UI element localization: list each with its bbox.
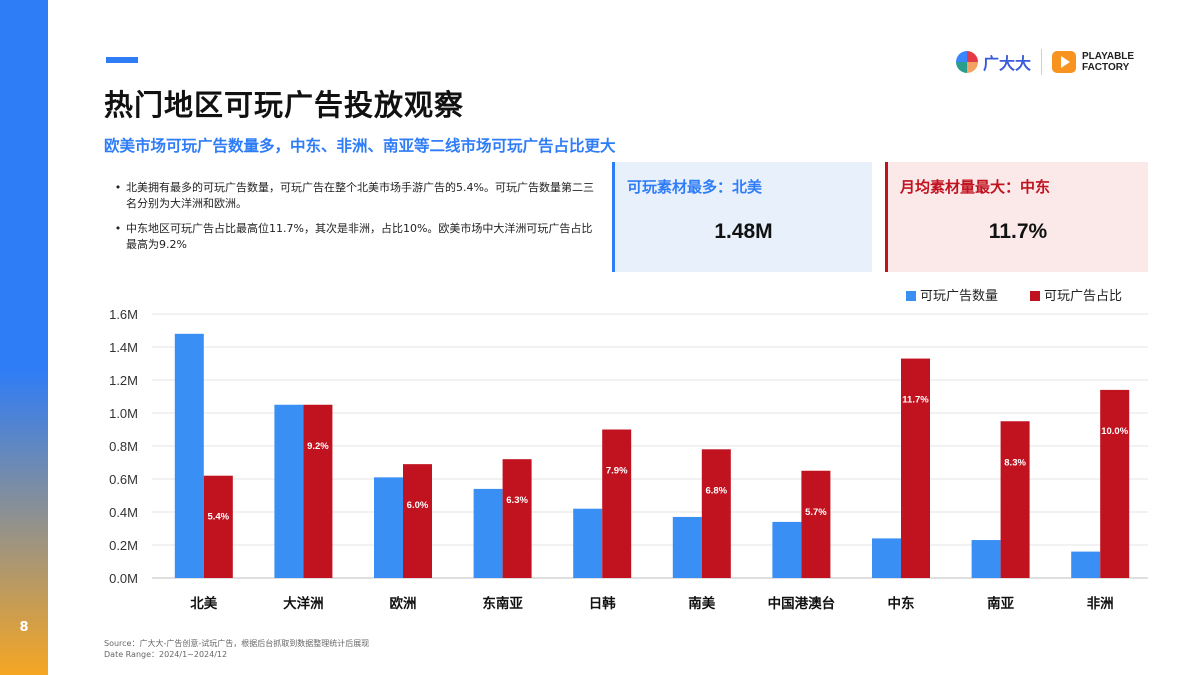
x-category-label: 中国港澳台	[768, 595, 836, 612]
guangdada-logo-icon	[956, 51, 978, 73]
title-accent-dash	[106, 57, 138, 63]
bar-count	[573, 508, 603, 578]
y-tick-label: 0.2M	[109, 538, 138, 553]
stat-card-value: 1.48M	[714, 220, 773, 243]
playable-factory-logo-icon	[1052, 51, 1077, 73]
x-category-label: 中东	[888, 595, 916, 612]
legend-swatch	[906, 291, 916, 301]
side-accent-bar	[0, 0, 48, 675]
x-category-label: 非洲	[1087, 595, 1114, 612]
bar-data-label: 6.8%	[705, 485, 727, 496]
x-category-label: 南美	[688, 595, 715, 612]
logo-divider	[1041, 49, 1043, 75]
x-category-label: 东南亚	[482, 595, 523, 612]
bar-count	[872, 538, 901, 578]
bar-count	[1071, 551, 1101, 578]
bar-data-label: 6.0%	[407, 500, 429, 511]
bar-count	[174, 333, 204, 578]
page-subtitle: 欧美市场可玩广告数量多，中东、非洲、南亚等二线市场可玩广告占比更大	[104, 137, 616, 155]
bar-count	[473, 488, 503, 578]
page-title: 热门地区可玩广告投放观察	[104, 88, 465, 122]
x-category-label: 大洋洲	[283, 595, 324, 612]
y-tick-label: 0.4M	[109, 505, 138, 520]
stat-card-most-creatives: 可玩素材最多：北美 1.48M	[612, 162, 872, 272]
bar-share	[502, 459, 532, 578]
bullet-text: 北美拥有最多的可玩广告数量，可玩广告在整个北美市场手游广告的5.4%。可玩广告数…	[126, 181, 594, 210]
bar-share	[602, 429, 632, 578]
legend-label: 可玩广告占比	[1044, 289, 1122, 304]
y-tick-label: 0.0M	[109, 571, 138, 586]
bar-count	[672, 516, 702, 578]
bar-data-label: 9.2%	[307, 441, 329, 452]
bar-count	[274, 404, 304, 578]
x-category-label: 欧洲	[390, 595, 417, 612]
x-category-label: 日韩	[589, 595, 616, 612]
bar-share	[901, 358, 930, 578]
guangdada-logo-text: 广大大	[983, 54, 1032, 73]
legend-label: 可玩广告数量	[920, 289, 998, 304]
x-category-label: 北美	[190, 595, 217, 612]
legend-swatch	[1030, 291, 1040, 301]
bar-count	[772, 521, 802, 578]
stat-card-highest-share: 月均素材量最大：中东 11.7%	[885, 162, 1148, 272]
stat-card-label: 可玩素材最多：北美	[627, 178, 763, 196]
bar-data-label: 7.9%	[606, 466, 628, 477]
y-tick-label: 1.4M	[109, 340, 138, 355]
bar-data-label: 5.7%	[805, 507, 827, 518]
footnote-date-range: Date Range：2024/1~2024/12	[104, 650, 228, 659]
bullet-item: • 中东地区可玩广告占比最高位11.7%，其次是非洲，占比10%。欧美市场中大洋…	[110, 221, 600, 253]
bar-share	[303, 404, 333, 578]
insight-bullets: • 北美拥有最多的可玩广告数量，可玩广告在整个北美市场手游广告的5.4%。可玩广…	[110, 180, 600, 262]
bar-data-label: 8.3%	[1004, 457, 1026, 468]
bullet-text: 中东地区可玩广告占比最高位11.7%，其次是非洲，占比10%。欧美市场中大洋洲可…	[126, 222, 593, 251]
bar-data-label: 6.3%	[506, 495, 528, 506]
bar-share	[1100, 389, 1130, 578]
y-tick-label: 0.6M	[109, 472, 138, 487]
stat-card-label: 月均素材量最大：中东	[900, 178, 1051, 196]
y-tick-label: 1.6M	[109, 307, 138, 322]
y-tick-label: 0.8M	[109, 439, 138, 454]
stat-card-value: 11.7%	[988, 220, 1048, 243]
bar-share	[801, 470, 831, 578]
x-category-label: 南亚	[987, 595, 1015, 612]
bar-chart: 0.0M 0.2M 0.4M 0.6M 0.8M 1.0M 1.2M 1.4M 1.6M 5.4%…	[0, 280, 1200, 620]
bar-chart-svg: 0.0M 0.2M 0.4M 0.6M 0.8M 1.0M 1.2M 1.4M 1.6M 5.4%…	[109, 289, 1148, 612]
brand-logos: 广大大 PLAYABLE FACTORY	[956, 48, 1134, 76]
bullet-dot: •	[114, 222, 122, 235]
bar-count	[374, 477, 403, 578]
bar-data-label: 5.4%	[207, 512, 229, 523]
y-tick-label: 1.2M	[109, 373, 138, 388]
playable-factory-logo-text: PLAYABLE FACTORY	[1082, 51, 1135, 73]
page-number: 8	[19, 620, 29, 635]
bar-share	[403, 464, 432, 578]
bar-data-label: 10.0%	[1101, 426, 1128, 437]
y-tick-label: 1.0M	[109, 406, 138, 421]
bar-count	[971, 540, 1001, 578]
bullet-dot: •	[114, 181, 122, 194]
bar-data-label: 11.7%	[902, 395, 929, 406]
bar-share	[203, 475, 233, 578]
bar-share	[701, 449, 731, 578]
bar-share	[1000, 421, 1030, 578]
bullet-item: • 北美拥有最多的可玩广告数量，可玩广告在整个北美市场手游广告的5.4%。可玩广…	[110, 180, 600, 212]
footnote-source: Source：广大大-广告创意-试玩广告，根据后台抓取到数据整理统计后展现	[104, 639, 370, 648]
footnote: Source：广大大-广告创意-试玩广告，根据后台抓取到数据整理统计后展现 Da…	[104, 638, 369, 660]
